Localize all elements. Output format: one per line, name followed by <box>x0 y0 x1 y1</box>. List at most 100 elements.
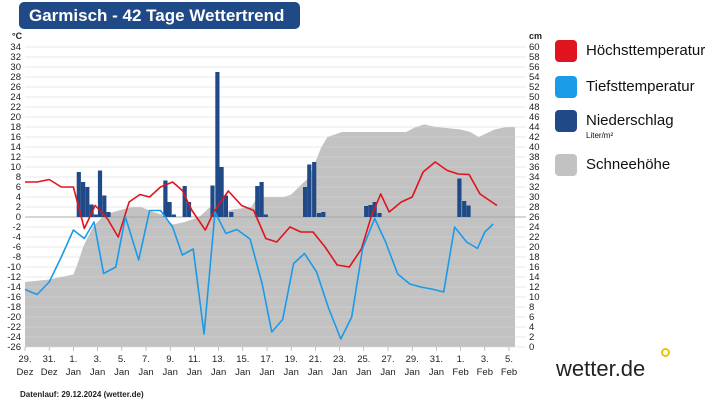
right-axis-tick-label: 14 <box>529 272 540 283</box>
right-axis-tick-label: 12 <box>529 282 540 293</box>
right-axis-tick-label: 24 <box>529 222 540 233</box>
left-axis-tick-label: -4 <box>13 232 21 243</box>
left-axis-unit: °C <box>12 31 23 41</box>
left-axis-tick-label: -18 <box>7 302 21 313</box>
precipitation-bar <box>255 186 260 217</box>
left-axis-tick-label: 10 <box>10 162 21 173</box>
left-axis-tick-label: 30 <box>10 62 21 73</box>
precipitation-bar <box>316 213 322 217</box>
x-axis-tick-label-month: Feb <box>501 367 517 378</box>
precipitation-bar <box>219 167 224 217</box>
x-axis-tick-label-month: Jan <box>211 367 226 378</box>
snow-depth-area <box>25 124 515 347</box>
x-axis-tick-label-day: 29. <box>406 354 419 365</box>
x-axis-tick-label-month: Jan <box>259 367 274 378</box>
right-axis-tick-label: 54 <box>529 72 540 83</box>
right-axis-tick-label: 2 <box>529 332 534 343</box>
footnote: Datenlauf: 29.12.2024 (wetter.de) <box>20 390 144 399</box>
x-axis-tick-label-day: 17. <box>260 354 273 365</box>
left-axis-tick-label: -2 <box>13 222 21 233</box>
legend-label-snow: Schneehöhe <box>586 156 671 173</box>
x-axis-tick-label-month: Jan <box>187 367 202 378</box>
precipitation-bar <box>466 205 471 217</box>
legend-label-max: Höchsttemperatur <box>586 42 706 59</box>
right-axis-tick-label: 8 <box>529 302 534 313</box>
left-axis-tick-label: 6 <box>16 182 21 193</box>
legend-item-precip: Niederschlag <box>555 110 674 132</box>
right-axis-tick-label: 4 <box>529 322 534 333</box>
right-axis-tick-label: 60 <box>529 42 540 53</box>
precipitation-bar <box>364 206 369 217</box>
left-axis-tick-label: 2 <box>16 202 21 213</box>
precipitation-bar <box>85 187 90 217</box>
right-axis-tick-label: 34 <box>529 172 540 183</box>
right-axis-tick-label: 56 <box>529 62 540 73</box>
x-axis-tick-label-day: 1. <box>457 354 465 365</box>
right-axis-tick-label: 58 <box>529 52 540 63</box>
right-axis-tick-label: 16 <box>529 262 540 273</box>
x-axis-tick-label-day: 27. <box>381 354 394 365</box>
right-axis-tick-label: 18 <box>529 252 540 263</box>
x-axis-tick-label-month: Jan <box>405 367 420 378</box>
x-axis-tick-label-month: Jan <box>235 367 250 378</box>
right-axis-tick-label: 6 <box>529 312 534 323</box>
precipitation-bar <box>462 201 467 217</box>
precipitation-bar <box>102 195 107 217</box>
legend-sub-precip: Liter/m² <box>586 131 614 140</box>
x-axis-tick-label-day: 31. <box>43 354 56 365</box>
x-axis-tick-label-day: 13. <box>212 354 225 365</box>
left-axis-tick-label: -20 <box>7 312 21 323</box>
precipitation-bar <box>76 172 81 217</box>
x-axis-tick-label-day: 25. <box>357 354 370 365</box>
x-axis-tick-label-month: Feb <box>452 367 468 378</box>
legend-item-snow: Schneehöhe <box>555 154 670 176</box>
precipitation-bar <box>97 170 103 217</box>
x-axis-tick-label-day: 11. <box>188 354 201 365</box>
left-axis-tick-label: 14 <box>10 142 21 153</box>
logo-sun-icon <box>661 348 670 357</box>
right-axis-tick-label: 52 <box>529 82 540 93</box>
precipitation-bar <box>368 205 373 217</box>
left-axis-tick-label: 34 <box>10 42 21 53</box>
precipitation-bar <box>81 182 86 217</box>
precipitation-bar <box>182 186 187 217</box>
x-axis-tick-label-month: Jan <box>429 367 444 378</box>
legend-label-precip: Niederschlag <box>586 112 674 129</box>
page-title: Garmisch - 42 Tage Wettertrend <box>19 2 300 29</box>
x-axis-tick-label-month: Dez <box>41 367 58 378</box>
left-axis-tick-label: 22 <box>10 102 21 113</box>
x-axis-tick-label-month: Jan <box>90 367 105 378</box>
x-axis-tick-label-month: Jan <box>308 367 323 378</box>
right-axis-tick-label: 28 <box>529 202 540 213</box>
legend-item-min: Tiefsttemperatur <box>555 76 695 98</box>
right-axis-tick-label: 48 <box>529 102 540 113</box>
precipitation-bar <box>186 202 192 217</box>
left-axis-tick-label: 12 <box>10 152 21 163</box>
right-axis-tick-label: 22 <box>529 232 540 243</box>
left-axis-tick-label: 8 <box>16 172 21 183</box>
left-axis-tick-label: 24 <box>10 92 21 103</box>
precipitation-bar <box>171 214 176 217</box>
right-axis-tick-label: 20 <box>529 242 540 253</box>
precipitation-bar <box>303 187 308 217</box>
right-axis-tick-label: 26 <box>529 212 540 223</box>
legend-swatch-snow <box>555 154 577 176</box>
x-axis-tick-label-day: 7. <box>142 354 150 365</box>
wetter-logo: wetter.de <box>556 356 646 381</box>
left-axis-tick-label: 32 <box>10 52 21 63</box>
x-axis-tick-label-month: Jan <box>138 367 153 378</box>
x-axis-tick-label-month: Jan <box>163 367 178 378</box>
right-axis-tick-label: 10 <box>529 292 540 303</box>
x-axis-tick-label-month: Jan <box>114 367 129 378</box>
left-axis-tick-label: -16 <box>7 292 21 303</box>
right-axis-tick-label: 40 <box>529 142 540 153</box>
right-axis-tick-label: 30 <box>529 192 540 203</box>
left-axis-tick-label: -6 <box>13 242 21 253</box>
x-axis-tick-label-month: Jan <box>332 367 347 378</box>
right-axis-tick-label: 50 <box>529 92 540 103</box>
right-axis-tick-label: 32 <box>529 182 540 193</box>
legend-swatch-min <box>555 76 577 98</box>
x-axis-tick-label-day: 9. <box>166 354 174 365</box>
x-axis-tick-label-month: Jan <box>356 367 371 378</box>
